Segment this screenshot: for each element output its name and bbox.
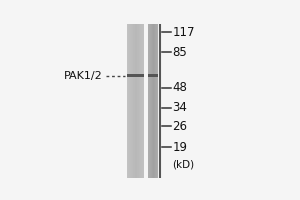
Text: 117: 117 xyxy=(172,26,195,39)
Text: 85: 85 xyxy=(172,46,187,59)
Bar xyxy=(157,24,158,178)
Bar xyxy=(127,74,145,77)
Text: 48: 48 xyxy=(172,81,187,94)
Bar xyxy=(155,24,156,178)
Bar xyxy=(135,24,136,178)
Bar xyxy=(150,24,151,178)
Bar xyxy=(149,24,150,178)
Bar xyxy=(137,24,138,178)
Bar xyxy=(130,24,131,178)
Bar xyxy=(136,24,137,178)
Bar xyxy=(152,24,153,178)
Bar xyxy=(148,74,158,77)
Bar xyxy=(134,24,135,178)
Bar xyxy=(151,24,152,178)
Bar xyxy=(141,24,142,178)
Bar xyxy=(140,24,141,178)
Text: 34: 34 xyxy=(172,101,187,114)
Bar xyxy=(133,24,134,178)
Bar xyxy=(144,24,145,178)
Bar xyxy=(131,24,132,178)
Text: 19: 19 xyxy=(172,141,187,154)
Bar xyxy=(143,24,144,178)
Bar xyxy=(132,24,133,178)
Bar xyxy=(129,24,130,178)
Text: PAK1/2: PAK1/2 xyxy=(64,71,103,81)
Bar xyxy=(139,24,140,178)
Bar xyxy=(142,24,143,178)
Text: (kD): (kD) xyxy=(172,160,194,170)
Bar xyxy=(156,24,157,178)
Bar xyxy=(148,24,149,178)
Bar xyxy=(154,24,155,178)
Bar xyxy=(138,24,139,178)
Bar xyxy=(153,24,154,178)
Bar xyxy=(128,24,129,178)
Text: 26: 26 xyxy=(172,120,187,133)
